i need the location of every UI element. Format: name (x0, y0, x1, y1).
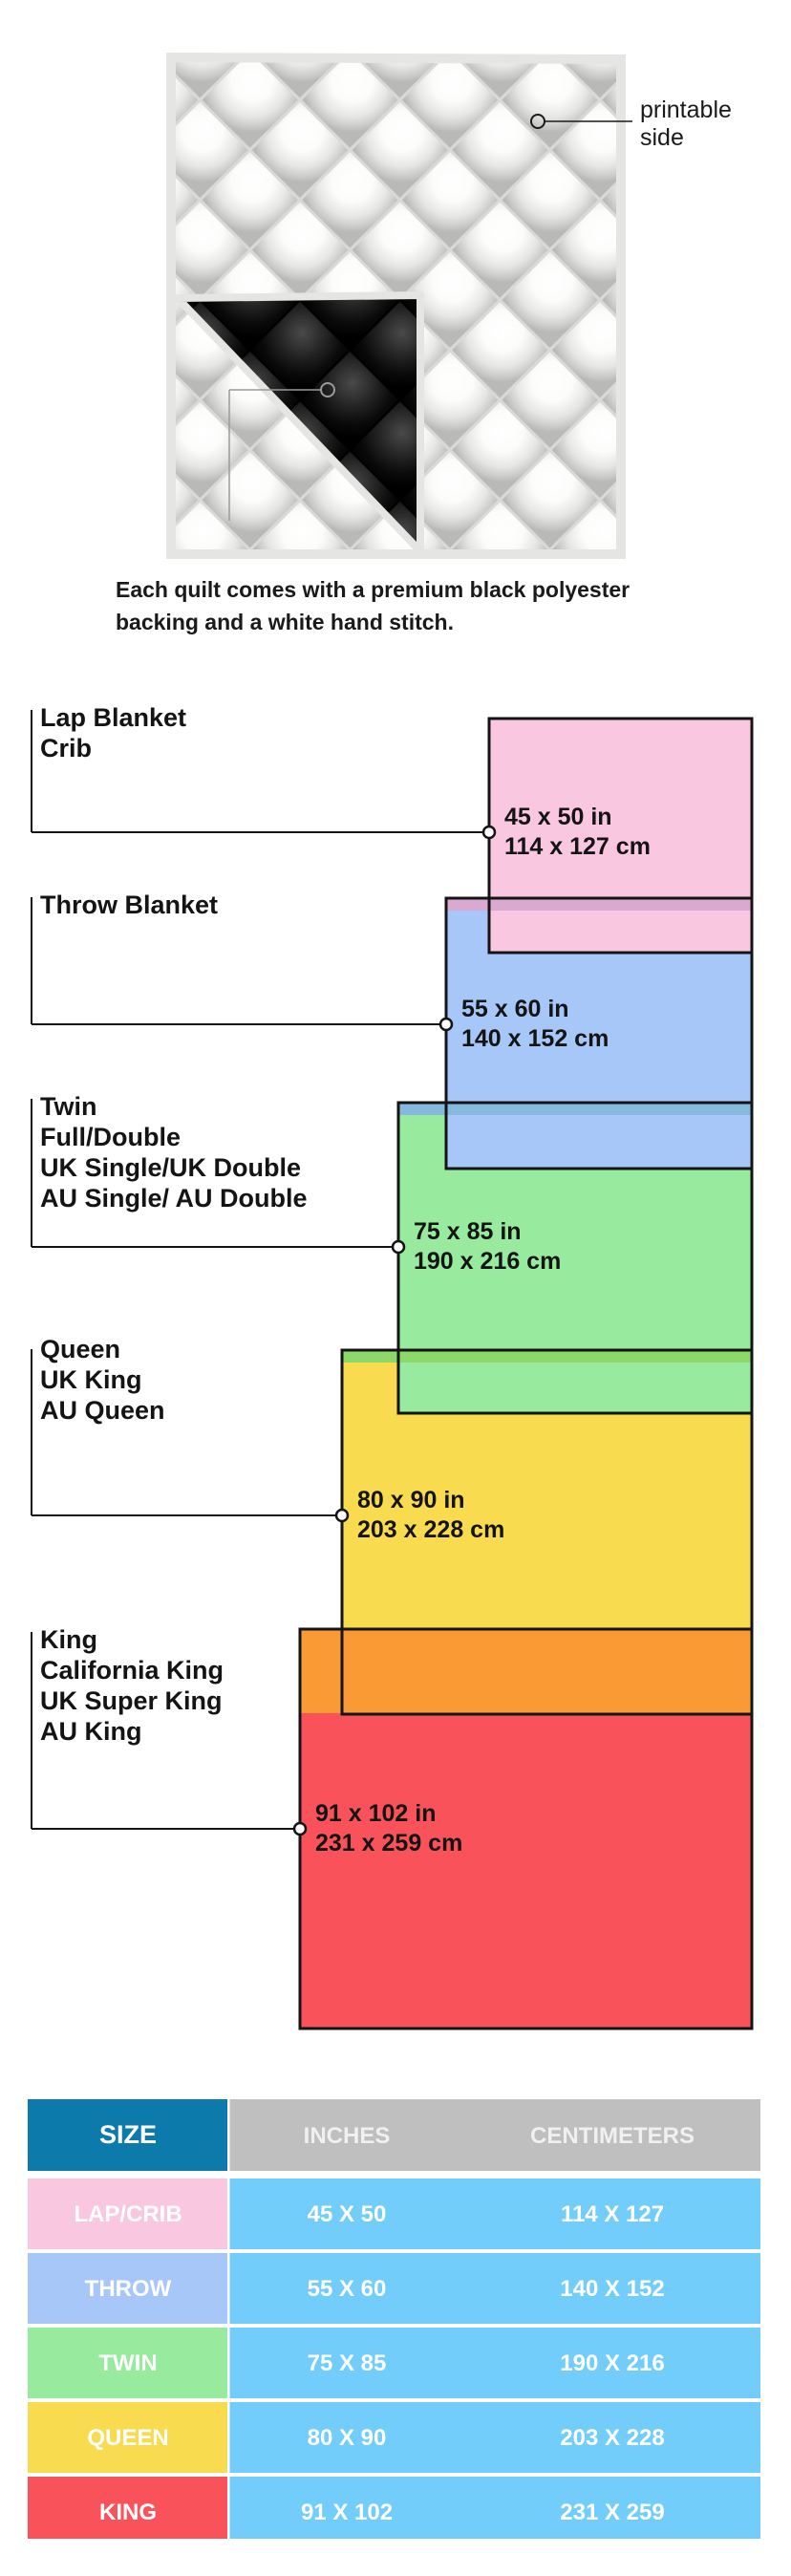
svg-text:SIZE: SIZE (99, 2120, 157, 2149)
svg-text:114 x 127 cm: 114 x 127 cm (504, 833, 651, 860)
svg-text:140 X 152: 140 X 152 (560, 2276, 664, 2302)
svg-text:80 X 90: 80 X 90 (308, 2425, 387, 2451)
svg-text:THROW: THROW (85, 2276, 172, 2302)
svg-text:45 X 50: 45 X 50 (308, 2201, 387, 2227)
svg-text:Lap Blanket: Lap Blanket (40, 703, 186, 732)
svg-text:Full/Double: Full/Double (40, 1123, 181, 1151)
svg-text:UK Super King: UK Super King (40, 1686, 223, 1715)
svg-text:203 x 228 cm: 203 x 228 cm (357, 1516, 504, 1543)
svg-text:231 X 259: 231 X 259 (560, 2500, 664, 2525)
svg-text:Throw Blanket: Throw Blanket (40, 891, 218, 919)
svg-text:80 x 90 in: 80 x 90 in (357, 1487, 465, 1513)
svg-text:AU King: AU King (40, 1717, 141, 1746)
svg-text:AU Single/ AU Double: AU Single/ AU Double (40, 1184, 308, 1213)
svg-text:114 X 127: 114 X 127 (561, 2201, 664, 2227)
svg-text:75 x 85 in: 75 x 85 in (414, 1218, 522, 1245)
svg-text:QUEEN: QUEEN (87, 2425, 168, 2451)
svg-text:AU Queen: AU Queen (40, 1396, 165, 1425)
svg-text:LAP/CRIB: LAP/CRIB (74, 2201, 182, 2227)
svg-text:140 x 152 cm: 140 x 152 cm (461, 1025, 609, 1052)
svg-text:CENTIMETERS: CENTIMETERS (530, 2123, 695, 2149)
svg-text:UK Single/UK Double: UK Single/UK Double (40, 1153, 301, 1182)
svg-text:231 x 259 cm: 231 x 259 cm (315, 1830, 462, 1857)
svg-text:203 X 228: 203 X 228 (560, 2425, 664, 2451)
svg-text:91 x 102 in: 91 x 102 in (315, 1800, 436, 1827)
svg-text:Crib: Crib (40, 734, 92, 762)
svg-text:KING: KING (99, 2500, 157, 2525)
svg-text:45 x 50 in: 45 x 50 in (504, 804, 612, 830)
svg-text:91 X 102: 91 X 102 (301, 2500, 393, 2525)
svg-text:California King: California King (40, 1656, 224, 1685)
svg-text:UK King: UK King (40, 1365, 141, 1394)
svg-text:King: King (40, 1625, 97, 1654)
svg-text:Twin: Twin (40, 1092, 96, 1121)
svg-text:55 X 60: 55 X 60 (308, 2276, 387, 2302)
svg-text:Queen: Queen (40, 1335, 120, 1363)
svg-text:55 x 60 in: 55 x 60 in (461, 996, 569, 1022)
svg-text:190 X 216: 190 X 216 (560, 2351, 664, 2376)
svg-text:75 X 85: 75 X 85 (308, 2351, 387, 2376)
svg-text:TWIN: TWIN (98, 2351, 157, 2376)
svg-text:190 x 216 cm: 190 x 216 cm (414, 1248, 561, 1275)
svg-text:INCHES: INCHES (304, 2123, 391, 2149)
